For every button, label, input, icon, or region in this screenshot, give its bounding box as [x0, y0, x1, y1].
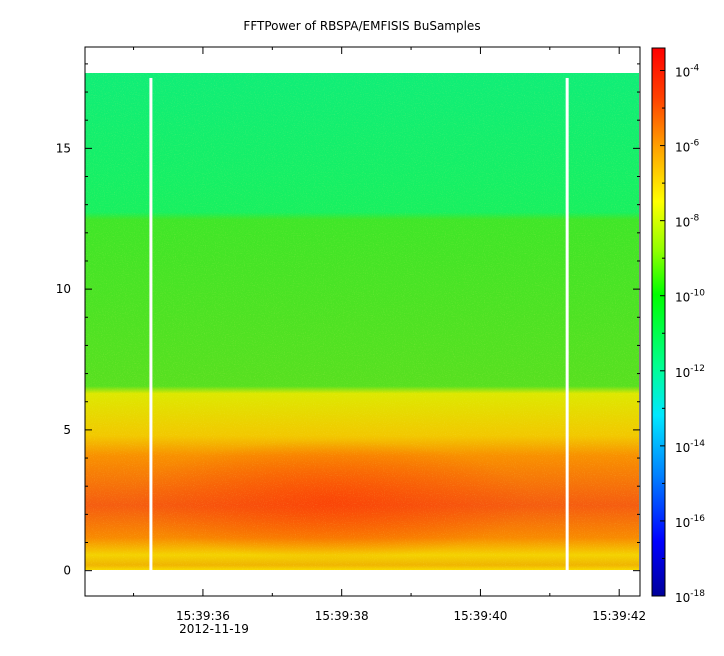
spectrogram-data [85, 73, 639, 570]
colorbar-tick-label: 10-16 [675, 514, 705, 530]
colorbar-tick-exponent: -14 [690, 439, 705, 449]
y-tick-label: 0 [63, 564, 71, 578]
colorbar-tick-exponent: -4 [690, 64, 699, 74]
x-tick-label: 15:39:42 [592, 609, 646, 623]
colorbar-tick-exponent: -10 [690, 289, 705, 299]
colorbar-tick-label: 10-8 [675, 214, 700, 230]
colorbar-tick-label: 10-4 [675, 64, 700, 80]
plot-frame [84, 46, 641, 597]
colorbar-tick-base: 10 [675, 66, 690, 80]
colorbar-tick-exponent: -8 [690, 214, 699, 224]
colorbar [651, 47, 666, 597]
x-axis: 15:39:36 15:39:38 15:39:40 15:39:42 [133, 47, 646, 623]
y-tick-label: 10 [56, 282, 71, 296]
colorbar-tick-exponent: -18 [690, 589, 705, 599]
x-date-label: 2012-11-19 [179, 622, 249, 636]
data-gaps [149, 77, 569, 571]
colorbar-tick-base: 10 [675, 291, 690, 305]
colorbar-tick-base: 10 [675, 591, 690, 605]
colorbar-tick-label: 10-10 [675, 289, 705, 305]
colorbar-tick-base: 10 [675, 141, 690, 155]
data-gap [149, 77, 153, 571]
colorbar-tick-base: 10 [675, 516, 690, 530]
y-tick-label: 5 [63, 423, 71, 437]
colorbar-tick-exponent: -12 [690, 364, 705, 374]
colorbar-tick-base: 10 [675, 441, 690, 455]
y-axis: 0 5 10 15 [56, 63, 640, 578]
chart-title: FFTPower of RBSPA/EMFISIS BuSamples [243, 19, 480, 33]
colorbar-tick-label: 10-12 [675, 364, 705, 380]
colorbar-tick-label: 10-6 [675, 139, 700, 155]
x-tick-label: 15:39:36 [176, 609, 230, 623]
colorbar-tick-base: 10 [675, 366, 690, 380]
colorbar-tick-base: 10 [675, 216, 690, 230]
x-tick-label: 15:39:40 [453, 609, 507, 623]
colorbar-tick-label: 10-14 [675, 439, 705, 455]
colorbar-tick-exponent: -16 [690, 514, 705, 524]
x-tick-label: 15:39:38 [315, 609, 369, 623]
colorbar-tick-label: 10-18 [675, 589, 705, 605]
data-gap [565, 77, 569, 571]
spectrogram-speckle-green [85, 73, 639, 393]
y-tick-label: 15 [56, 141, 71, 155]
colorbar-tick-exponent: -6 [690, 139, 699, 149]
